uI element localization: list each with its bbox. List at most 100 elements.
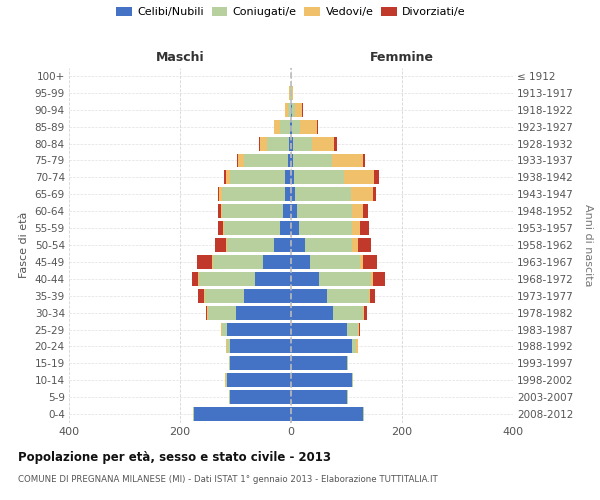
Bar: [370, 289, 376, 302]
Bar: [212, 255, 214, 269]
Bar: [205, 289, 244, 302]
Bar: [363, 204, 368, 218]
Bar: [351, 188, 373, 201]
Bar: [238, 154, 244, 168]
Bar: [352, 221, 361, 235]
Bar: [292, 103, 295, 117]
Bar: [374, 170, 379, 184]
Bar: [208, 306, 235, 320]
Bar: [219, 188, 221, 201]
Bar: [206, 306, 208, 320]
Y-axis label: Fasce di età: Fasce di età: [19, 212, 29, 278]
Bar: [230, 340, 291, 353]
Bar: [286, 170, 291, 184]
Bar: [291, 170, 294, 184]
Bar: [373, 272, 385, 285]
Bar: [224, 170, 226, 184]
Bar: [291, 188, 295, 201]
Bar: [225, 374, 226, 387]
Bar: [291, 136, 293, 150]
Bar: [293, 136, 312, 150]
Bar: [224, 221, 280, 235]
Bar: [286, 103, 288, 117]
Bar: [227, 374, 291, 387]
Bar: [226, 238, 227, 252]
Bar: [359, 322, 360, 336]
Bar: [352, 204, 363, 218]
Text: Femmine: Femmine: [370, 51, 434, 64]
Bar: [215, 238, 226, 252]
Bar: [218, 221, 223, 235]
Bar: [226, 340, 227, 353]
Bar: [291, 390, 347, 404]
Bar: [229, 356, 230, 370]
Bar: [361, 255, 363, 269]
Bar: [244, 154, 288, 168]
Bar: [226, 170, 230, 184]
Text: Maschi: Maschi: [155, 51, 205, 64]
Bar: [363, 255, 377, 269]
Bar: [226, 374, 227, 387]
Bar: [244, 289, 291, 302]
Bar: [296, 204, 352, 218]
Bar: [290, 120, 291, 134]
Bar: [235, 306, 291, 320]
Bar: [358, 238, 371, 252]
Bar: [291, 322, 347, 336]
Bar: [274, 120, 280, 134]
Bar: [199, 289, 204, 302]
Bar: [289, 86, 290, 100]
Bar: [361, 221, 368, 235]
Bar: [266, 136, 289, 150]
Text: COMUNE DI PREGNANA MILANESE (MI) - Dati ISTAT 1° gennaio 2013 - Elaborazione TUT: COMUNE DI PREGNANA MILANESE (MI) - Dati …: [18, 475, 438, 484]
Bar: [363, 407, 364, 421]
Bar: [363, 306, 364, 320]
Bar: [362, 154, 365, 168]
Bar: [221, 322, 227, 336]
Bar: [237, 154, 238, 168]
Bar: [334, 136, 337, 150]
Bar: [344, 170, 374, 184]
Bar: [227, 340, 230, 353]
Bar: [291, 221, 299, 235]
Bar: [352, 374, 353, 387]
Bar: [286, 188, 291, 201]
Bar: [347, 322, 358, 336]
Bar: [364, 306, 367, 320]
Bar: [274, 238, 291, 252]
Bar: [299, 221, 352, 235]
Bar: [221, 188, 286, 201]
Bar: [291, 356, 347, 370]
Bar: [317, 120, 318, 134]
Bar: [368, 289, 370, 302]
Bar: [352, 238, 358, 252]
Bar: [301, 120, 317, 134]
Bar: [358, 322, 359, 336]
Bar: [373, 188, 376, 201]
Bar: [356, 340, 358, 353]
Bar: [291, 120, 292, 134]
Bar: [310, 255, 361, 269]
Bar: [312, 136, 334, 150]
Bar: [263, 255, 291, 269]
Bar: [290, 86, 291, 100]
Bar: [230, 390, 291, 404]
Bar: [291, 407, 363, 421]
Bar: [327, 289, 368, 302]
Bar: [332, 154, 362, 168]
Bar: [371, 272, 373, 285]
Bar: [291, 306, 332, 320]
Bar: [193, 407, 194, 421]
Bar: [291, 272, 319, 285]
Bar: [295, 103, 302, 117]
Bar: [194, 407, 291, 421]
Bar: [291, 374, 352, 387]
Bar: [289, 136, 291, 150]
Legend: Celibi/Nubili, Coniugati/e, Vedovi/e, Divorziati/e: Celibi/Nubili, Coniugati/e, Vedovi/e, Di…: [115, 6, 467, 18]
Bar: [305, 238, 352, 252]
Bar: [255, 272, 291, 285]
Bar: [291, 154, 293, 168]
Bar: [293, 154, 332, 168]
Bar: [199, 272, 255, 285]
Bar: [294, 170, 344, 184]
